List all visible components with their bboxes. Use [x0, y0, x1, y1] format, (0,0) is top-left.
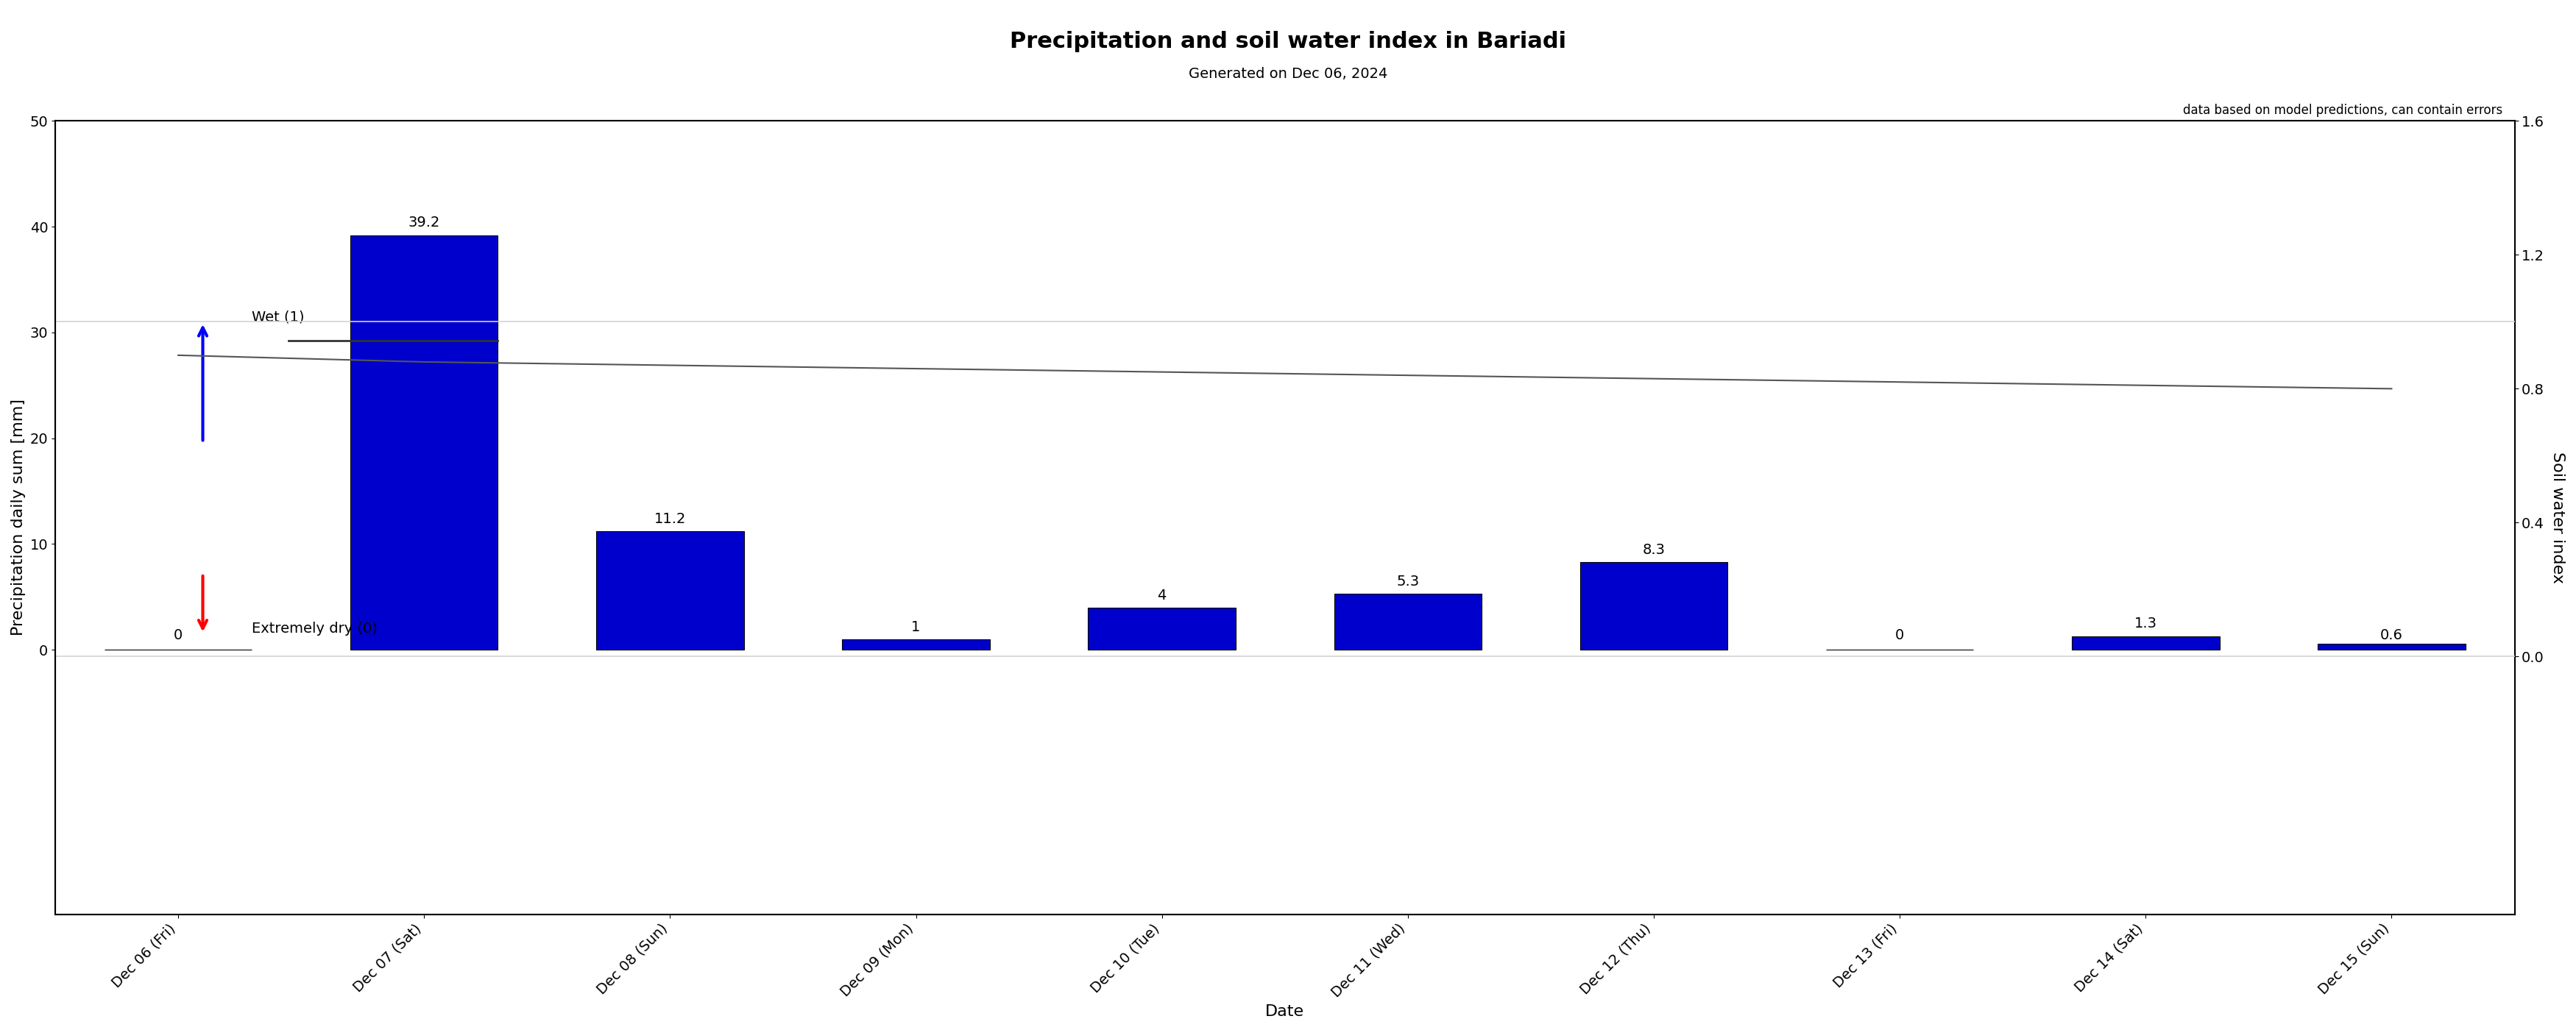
Text: 0: 0 — [173, 628, 183, 643]
Bar — [2318, 644, 2465, 650]
Text: Wet (1): Wet (1) — [252, 310, 304, 324]
Text: data based on model predictions, can contain errors: data based on model predictions, can con… — [2182, 104, 2501, 117]
Text: 11.2: 11.2 — [654, 512, 685, 526]
Text: 0: 0 — [1896, 628, 1904, 643]
Bar — [2071, 637, 2221, 650]
Text: 8.3: 8.3 — [1643, 543, 1664, 556]
Bar — [595, 531, 744, 650]
Bar — [350, 235, 497, 650]
Text: 4: 4 — [1157, 588, 1167, 603]
Bar — [1087, 608, 1236, 650]
Y-axis label: Soil water index: Soil water index — [2550, 452, 2566, 583]
Y-axis label: Precipitation daily sum [mm]: Precipitation daily sum [mm] — [10, 399, 26, 636]
Text: Extremely dry (0): Extremely dry (0) — [252, 622, 379, 636]
X-axis label: Date: Date — [1265, 1004, 1303, 1019]
Text: 39.2: 39.2 — [407, 216, 440, 230]
Text: Generated on Dec 06, 2024: Generated on Dec 06, 2024 — [1188, 67, 1388, 81]
Text: 1: 1 — [912, 620, 920, 633]
Bar — [842, 640, 989, 650]
Text: Precipitation and soil water index in Bariadi: Precipitation and soil water index in Ba… — [1010, 31, 1566, 53]
Bar — [1579, 562, 1728, 650]
Bar — [1334, 593, 1481, 650]
Text: 5.3: 5.3 — [1396, 575, 1419, 588]
Text: 0.6: 0.6 — [2380, 628, 2403, 643]
Text: 1.3: 1.3 — [2136, 617, 2156, 630]
